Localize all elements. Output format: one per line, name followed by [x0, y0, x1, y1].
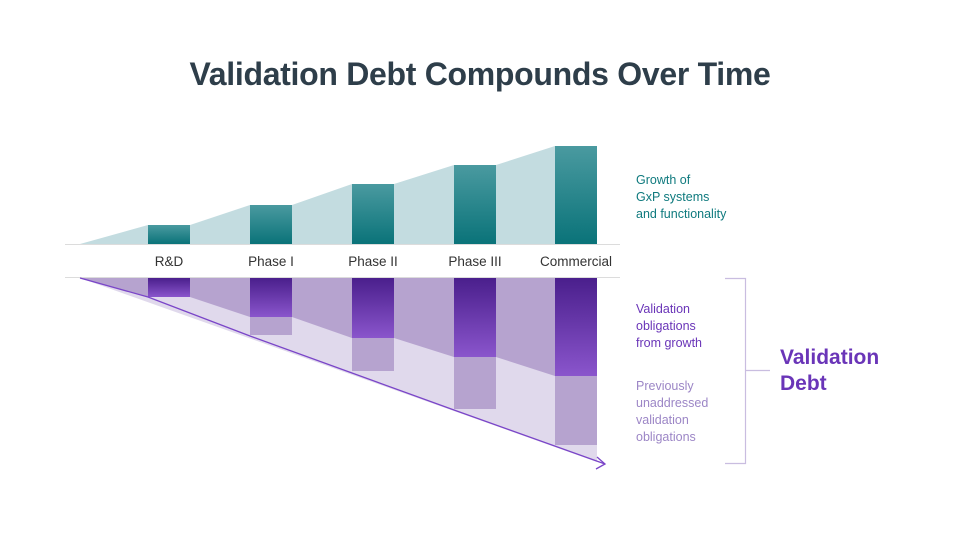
category-label: Phase I	[248, 254, 294, 269]
obligation-bar-phase1	[250, 278, 292, 317]
previous-bar-phase2	[352, 338, 394, 371]
growth-bar-phase2	[352, 184, 394, 244]
previous-bar-phase3	[454, 357, 496, 409]
growth-obligations-note: Validation obligations from growth	[636, 302, 702, 350]
growth-bar-rnd	[148, 225, 190, 244]
validation-debt-label: Validation Debt	[780, 346, 880, 395]
category-label: Phase III	[448, 254, 502, 269]
trend-arrow-line	[79, 277, 606, 465]
obligation-bar-phase2	[352, 278, 394, 338]
growth-note: Growth of GxP systems and functionality	[636, 173, 727, 221]
obligation-bar-commercial	[555, 278, 597, 376]
debt-bracket	[725, 277, 747, 465]
obligation-bar-rnd	[148, 278, 190, 297]
arrowhead-icon	[595, 456, 607, 470]
previous-bar-phase1	[250, 317, 292, 335]
growth-bar-phase1	[250, 205, 292, 244]
category-label: Commercial	[539, 254, 612, 269]
obligation-bar-phase3	[454, 278, 496, 357]
category-label: Phase II	[348, 254, 398, 269]
category-label: R&D	[154, 254, 184, 269]
growth-bar-commercial	[555, 146, 597, 244]
previous-bar-commercial	[555, 376, 597, 445]
growth-bar-phase3	[454, 165, 496, 244]
previous-obligations-note: Previously unaddressed validation obligatio…	[636, 379, 709, 444]
page-title: Validation Debt Compounds Over Time	[189, 56, 771, 92]
